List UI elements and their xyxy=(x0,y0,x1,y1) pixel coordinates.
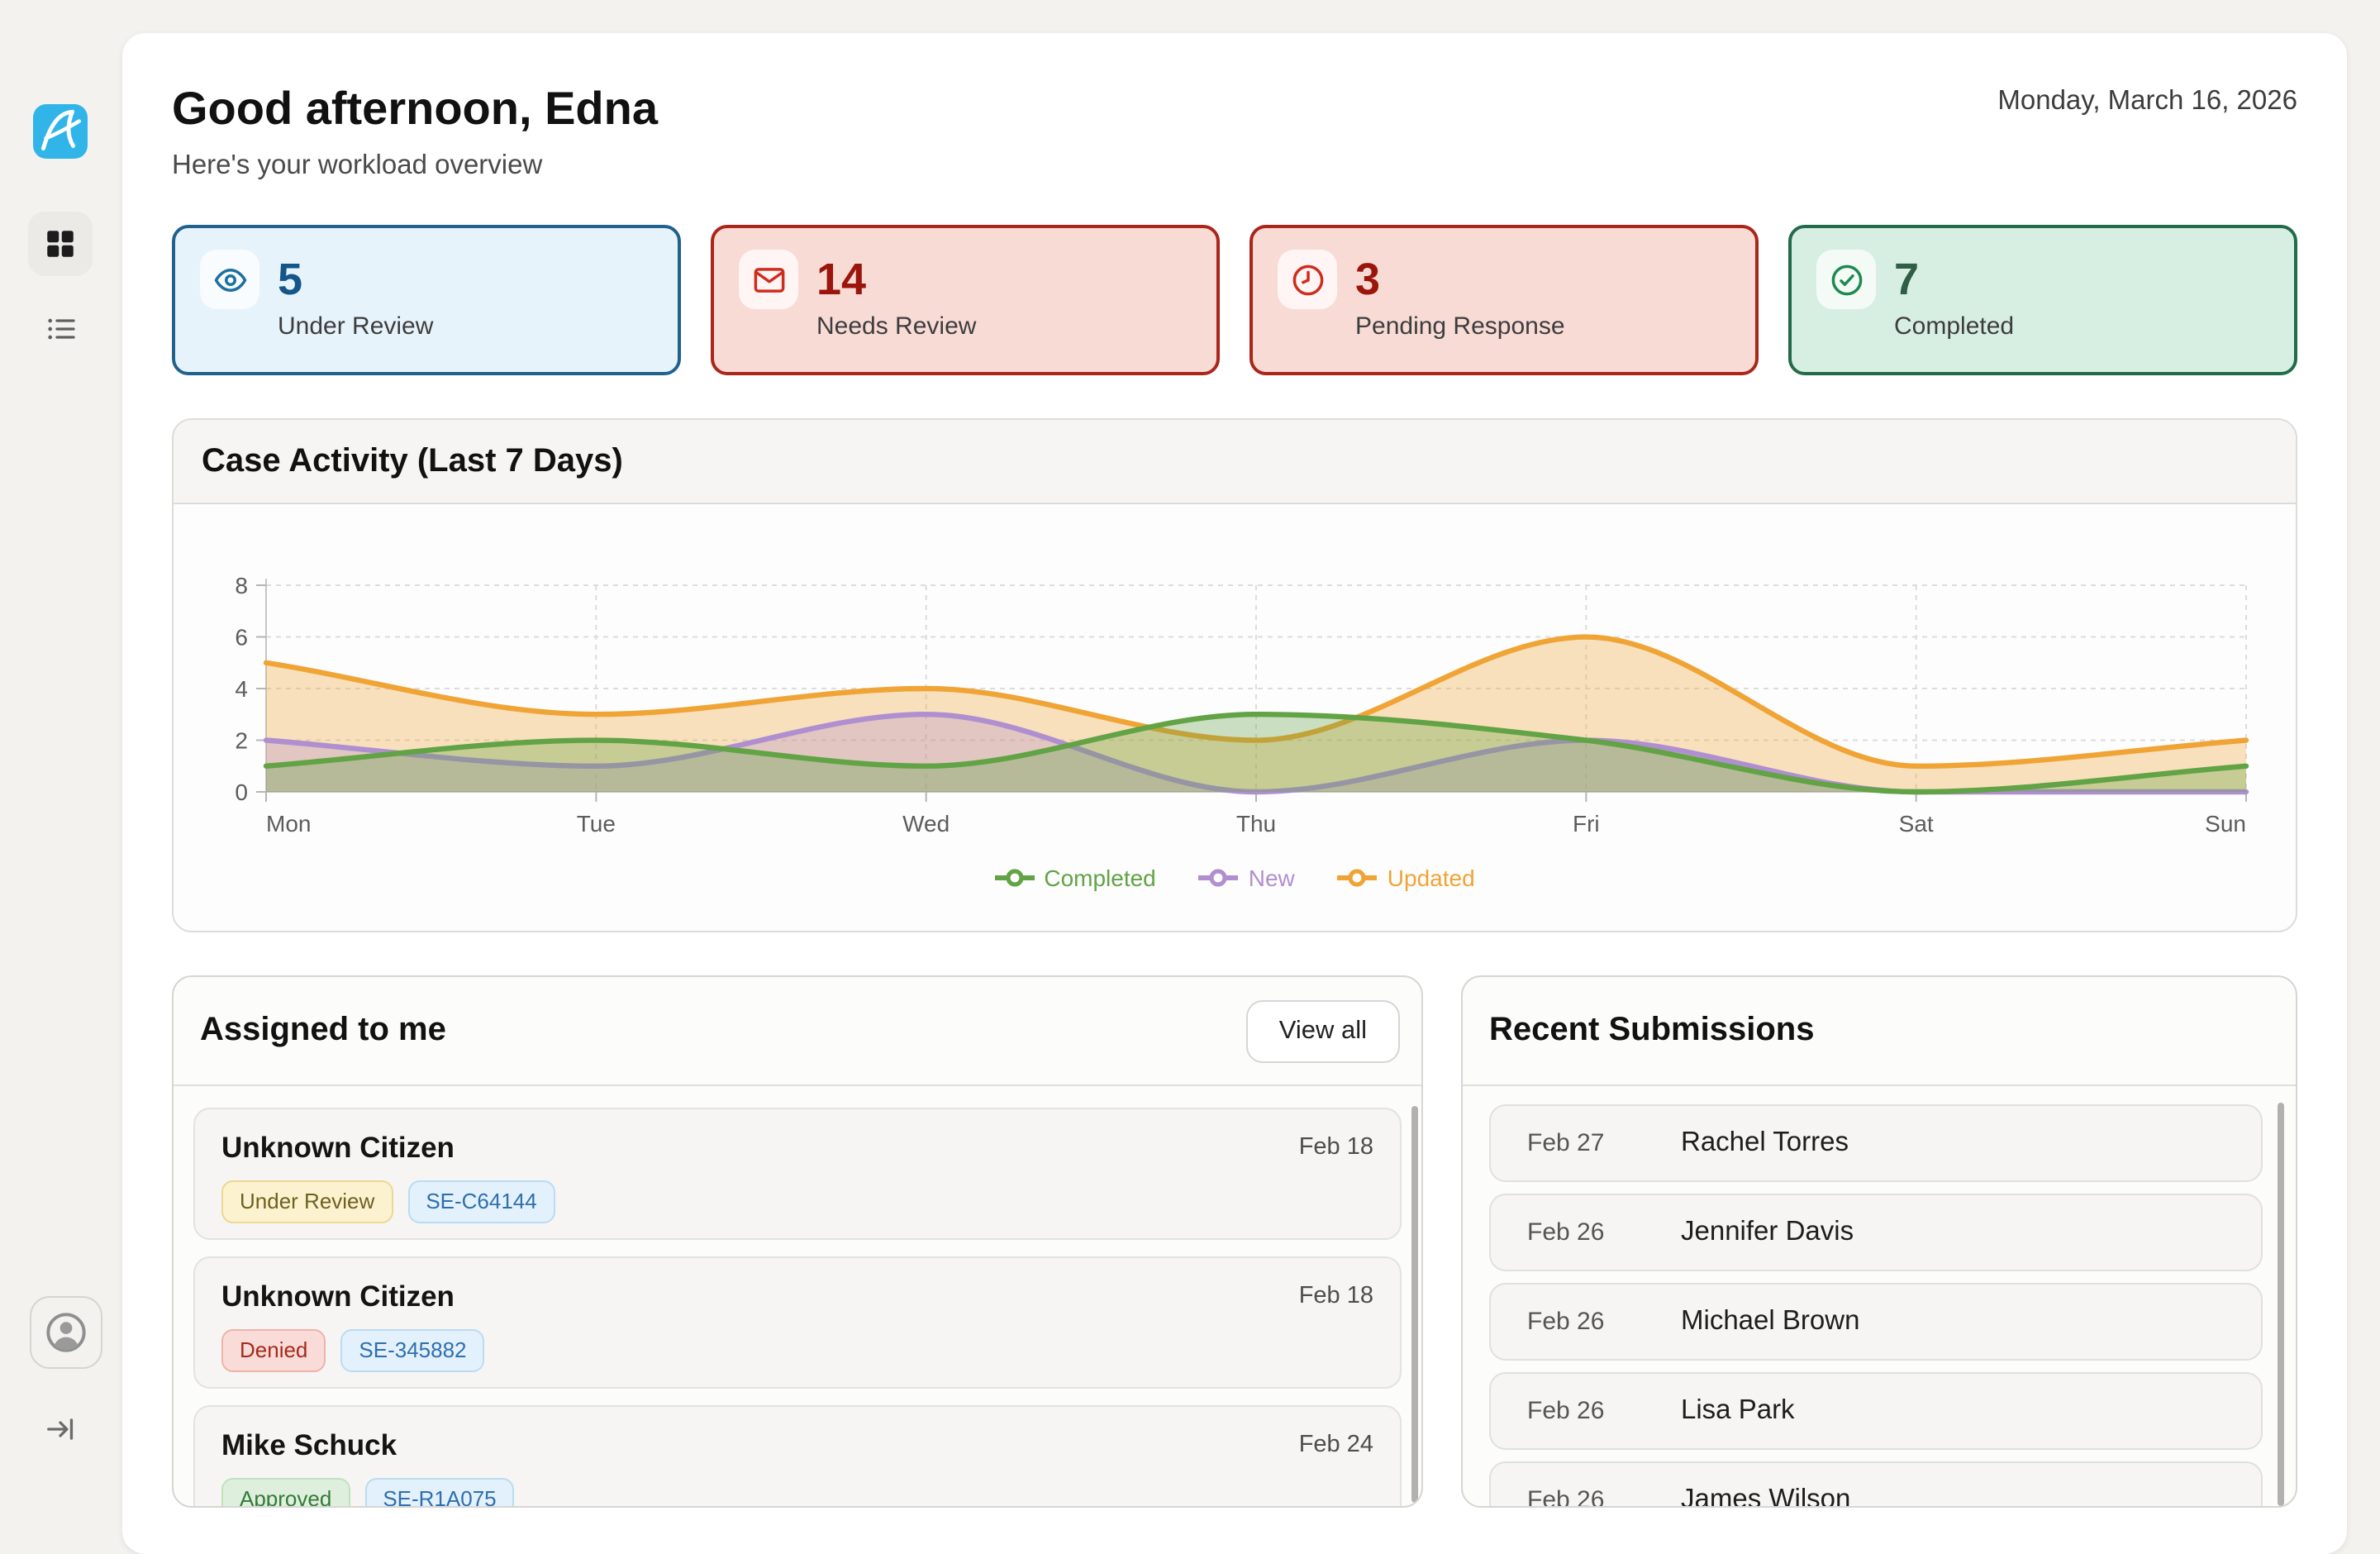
nav-dashboard-button[interactable] xyxy=(28,212,93,276)
submission-row[interactable]: Feb 26 James Wilson xyxy=(1489,1461,2263,1508)
assigned-scrollbar[interactable] xyxy=(1411,1106,1418,1503)
svg-text:Sun: Sun xyxy=(2205,811,2246,837)
stat-label: Needs Review xyxy=(816,312,977,341)
dashboard-grid-icon xyxy=(47,231,74,257)
case-id-badge: SE-R1A075 xyxy=(364,1478,515,1506)
svg-text:0: 0 xyxy=(235,779,248,805)
submission-name: Jennifer Davis xyxy=(1681,1217,1854,1247)
user-avatar-icon xyxy=(46,1313,86,1352)
stat-label: Pending Response xyxy=(1355,312,1565,341)
assigned-panel-title: Assigned to me xyxy=(200,1012,446,1048)
recent-submissions-panel: Recent Submissions Feb 27 Rachel Torres … xyxy=(1461,975,2297,1508)
submission-name: Rachel Torres xyxy=(1681,1127,1849,1157)
svg-text:6: 6 xyxy=(235,625,248,651)
legend-marker-icon xyxy=(1198,869,1239,887)
mail-icon xyxy=(739,250,798,309)
stat-label: Completed xyxy=(1894,312,2015,341)
chart-title: Case Activity (Last 7 Days) xyxy=(202,442,623,479)
svg-text:2: 2 xyxy=(235,728,248,754)
sidebar xyxy=(0,0,122,1488)
submission-row[interactable]: Feb 26 Michael Brown xyxy=(1489,1283,2263,1361)
legend-label: Completed xyxy=(1044,865,1156,891)
clock-icon xyxy=(1278,250,1337,309)
submission-row[interactable]: Feb 26 Jennifer Davis xyxy=(1489,1194,2263,1271)
legend-marker-icon xyxy=(1337,869,1378,887)
case-list-item[interactable]: Unknown Citizen Feb 18 Under Review SE-C… xyxy=(193,1108,1402,1240)
case-activity-area-chart: 0 2 4 6 8 Mon Tue Wed Thu Fri Sat Sun xyxy=(235,573,2249,837)
logout-arrow-icon xyxy=(47,1418,74,1440)
stat-value: 5 xyxy=(278,255,303,304)
case-citizen-name: Unknown Citizen xyxy=(221,1280,455,1313)
legend-label: Updated xyxy=(1387,865,1475,891)
stat-value: 14 xyxy=(816,255,867,304)
check-circle-icon xyxy=(1816,250,1876,309)
status-badge: Denied xyxy=(221,1329,326,1372)
main-content: Good afternoon, Edna Here's your workloa… xyxy=(122,33,2347,1554)
svg-text:Wed: Wed xyxy=(902,811,950,837)
case-activity-panel: Case Activity (Last 7 Days) 0 2 4 6 8 Mon Tue W… xyxy=(172,418,2297,932)
submission-row[interactable]: Feb 26 Lisa Park xyxy=(1489,1372,2263,1450)
stat-label: Under Review xyxy=(278,312,434,341)
svg-text:8: 8 xyxy=(235,573,248,598)
stat-card-under-review[interactable]: 5 Under Review xyxy=(172,225,681,375)
current-date: Monday, March 16, 2026 xyxy=(1997,86,2297,116)
case-date: Feb 24 xyxy=(1298,1432,1373,1458)
legend-marker-icon xyxy=(994,869,1035,887)
submission-row[interactable]: Feb 27 Rachel Torres xyxy=(1489,1104,2263,1182)
submission-date: Feb 26 xyxy=(1527,1218,1605,1247)
svg-text:Sat: Sat xyxy=(1899,811,1934,837)
svg-text:Fri: Fri xyxy=(1573,811,1600,837)
status-badge: Under Review xyxy=(221,1180,393,1223)
case-list-item[interactable]: Mike Schuck Feb 24 Approved SE-R1A075 xyxy=(193,1405,1402,1506)
stat-value: 7 xyxy=(1894,255,1920,304)
status-badge: Approved xyxy=(221,1478,350,1506)
eye-icon xyxy=(200,250,259,309)
svg-text:Thu: Thu xyxy=(1236,811,1276,837)
case-id-badge: SE-345882 xyxy=(340,1329,485,1372)
stat-card-completed[interactable]: 7 Completed xyxy=(1788,225,2297,375)
case-citizen-name: Mike Schuck xyxy=(221,1428,397,1461)
recent-scrollbar[interactable] xyxy=(2278,1103,2284,1506)
svg-text:Tue: Tue xyxy=(577,811,616,837)
page-title: Good afternoon, Edna xyxy=(172,83,658,134)
nav-list-button[interactable] xyxy=(28,296,93,360)
chart-legend: Completed New Updated xyxy=(174,865,2296,891)
submission-name: James Wilson xyxy=(1681,1485,1851,1508)
submission-date: Feb 26 xyxy=(1527,1486,1605,1508)
legend-item-updated[interactable]: Updated xyxy=(1337,865,1475,891)
submission-date: Feb 27 xyxy=(1527,1129,1605,1157)
submission-name: Michael Brown xyxy=(1681,1306,1860,1336)
page-subtitle: Here's your workload overview xyxy=(172,150,543,180)
submission-name: Lisa Park xyxy=(1681,1395,1795,1425)
legend-item-new[interactable]: New xyxy=(1198,865,1295,891)
stat-value: 3 xyxy=(1355,255,1381,304)
stat-card-pending-response[interactable]: 3 Pending Response xyxy=(1250,225,1759,375)
assigned-to-me-panel: Assigned to me View all Unknown Citizen … xyxy=(172,975,1423,1508)
collapse-sidebar-button[interactable] xyxy=(45,1413,76,1453)
logo-glyph xyxy=(40,109,81,151)
submission-date: Feb 26 xyxy=(1527,1308,1605,1336)
app-logo[interactable] xyxy=(33,104,88,159)
list-icon xyxy=(47,317,74,339)
stat-card-needs-review[interactable]: 14 Needs Review xyxy=(711,225,1220,375)
legend-label: New xyxy=(1248,865,1295,891)
view-all-button[interactable]: View all xyxy=(1245,1000,1400,1063)
recent-panel-title: Recent Submissions xyxy=(1489,1012,1815,1048)
case-citizen-name: Unknown Citizen xyxy=(221,1131,455,1164)
svg-text:Mon: Mon xyxy=(266,811,311,837)
case-id-badge: SE-C64144 xyxy=(407,1180,555,1223)
stats-row: 5 Under Review 14 Needs Review xyxy=(172,225,2297,375)
case-list-item[interactable]: Unknown Citizen Feb 18 Denied SE-345882 xyxy=(193,1256,1402,1389)
recent-submissions-list: Feb 27 Rachel Torres Feb 26 Jennifer Dav… xyxy=(1463,1086,2296,1508)
profile-button[interactable] xyxy=(30,1296,102,1369)
legend-item-completed[interactable]: Completed xyxy=(994,865,1156,891)
case-date: Feb 18 xyxy=(1298,1134,1373,1161)
submission-date: Feb 26 xyxy=(1527,1397,1605,1425)
svg-text:4: 4 xyxy=(235,676,248,702)
assigned-case-list: Unknown Citizen Feb 18 Under Review SE-C… xyxy=(174,1086,1421,1506)
case-date: Feb 18 xyxy=(1298,1283,1373,1309)
